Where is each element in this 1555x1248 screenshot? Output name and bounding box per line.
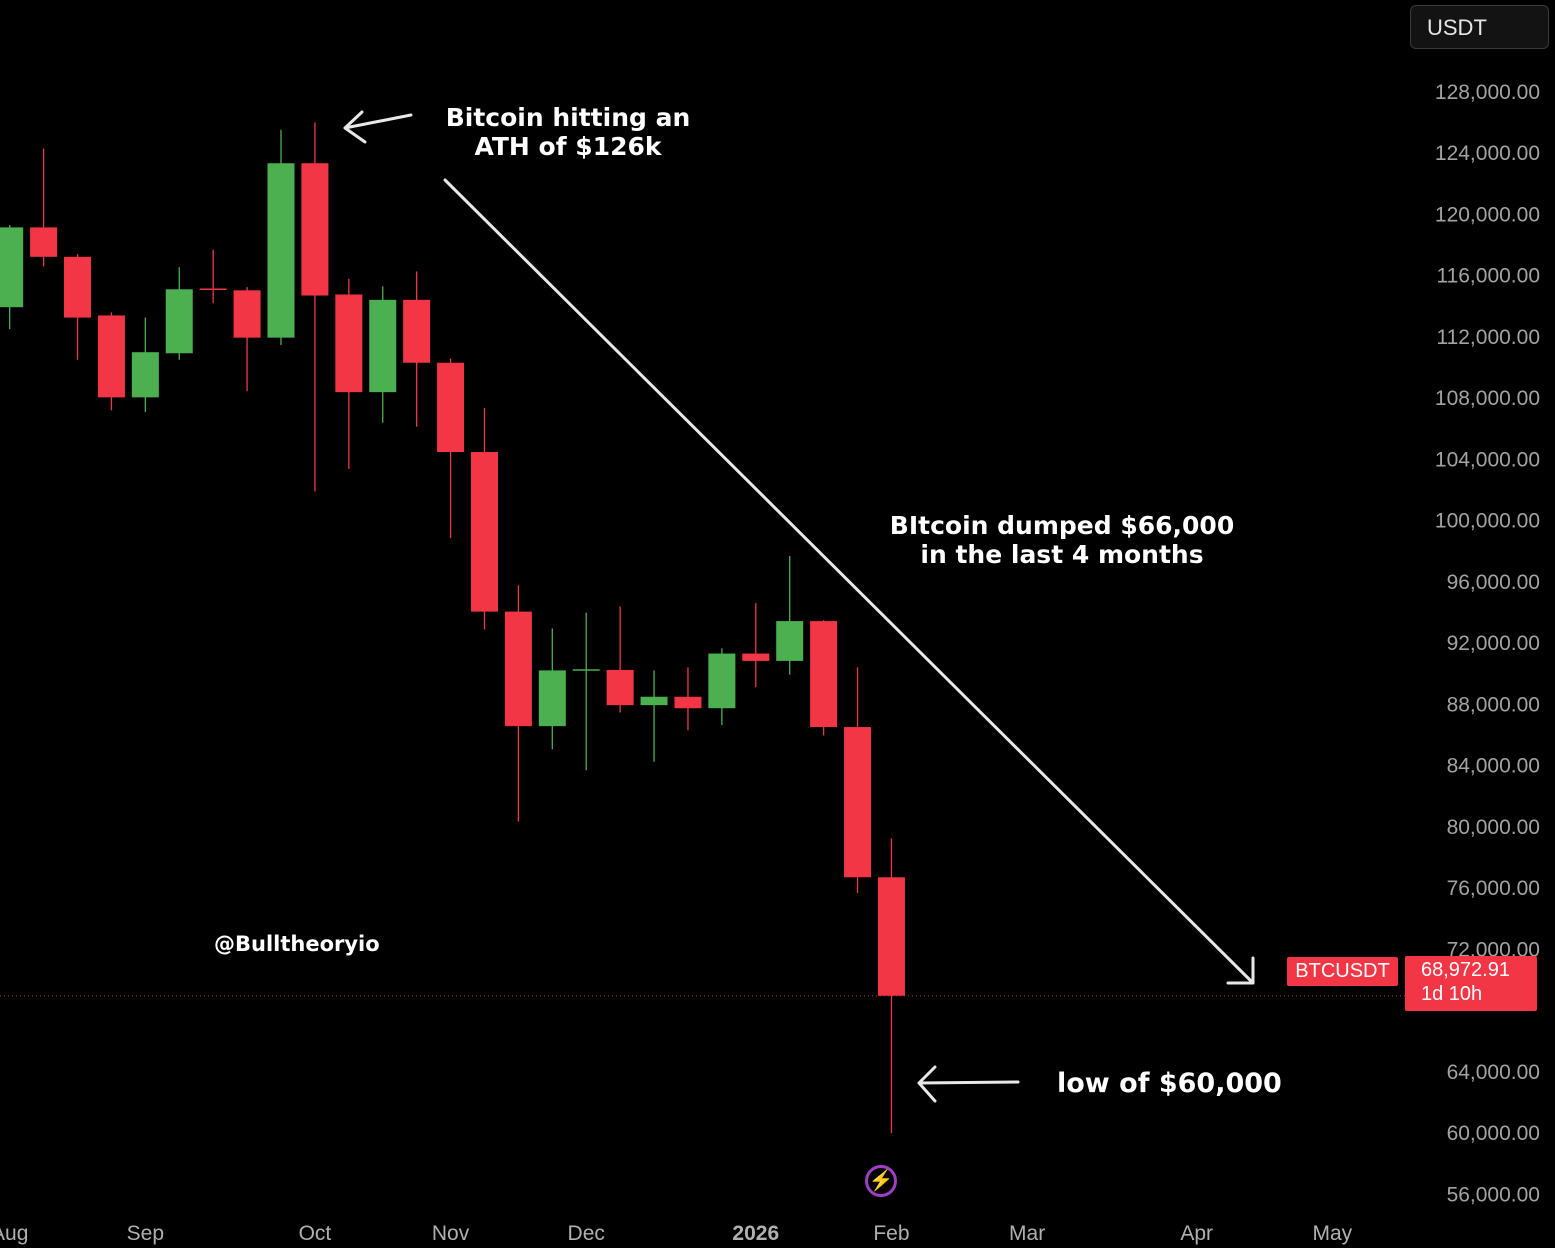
candle-body: [810, 621, 838, 728]
candle-body: [538, 670, 566, 727]
y-tick-label: 116,000.00: [1436, 265, 1540, 288]
candle: [64, 254, 92, 360]
x-tick-label: Nov: [432, 1222, 470, 1245]
bar-countdown: 1d 10h: [1421, 983, 1483, 1005]
candle: [844, 667, 872, 894]
candle: [0, 225, 24, 330]
candle-body: [674, 696, 702, 709]
y-tick-label: 76,000.00: [1447, 877, 1540, 900]
x-tick-label: May: [1312, 1222, 1352, 1245]
candle: [470, 407, 498, 630]
low-arrow: [917, 1065, 1020, 1103]
last-price: 68,972.91: [1421, 959, 1510, 981]
candle-body: [30, 227, 58, 257]
candle: [301, 122, 329, 492]
annotation-line: BItcoin dumped $66,000: [889, 511, 1235, 540]
y-tick-label: 108,000.00: [1435, 387, 1540, 410]
candle-body: [165, 289, 193, 354]
candle: [877, 838, 905, 1134]
candle-body: [335, 294, 363, 393]
candle: [267, 129, 295, 345]
candle: [572, 612, 600, 771]
candle: [335, 278, 363, 469]
candle-body: [708, 653, 736, 709]
candle-body: [233, 290, 261, 338]
y-tick-label: 80,000.00: [1447, 816, 1540, 839]
x-tick-label: Dec: [568, 1222, 605, 1245]
candle-body: [640, 696, 668, 706]
ath-arrow: [343, 110, 413, 144]
y-tick-label: 120,000.00: [1435, 203, 1540, 226]
candle: [437, 358, 465, 539]
candle-body: [844, 727, 872, 878]
candle-body: [0, 227, 24, 308]
candle: [776, 556, 804, 675]
x-tick-label: Aug: [0, 1222, 28, 1245]
candle-body: [403, 299, 431, 363]
watermark: @Bulltheoryio: [214, 932, 380, 956]
candle: [403, 271, 431, 427]
candle-body: [606, 669, 634, 706]
y-tick-label: 56,000.00: [1447, 1183, 1540, 1206]
candle: [708, 648, 736, 726]
y-tick-label: 92,000.00: [1447, 632, 1540, 655]
y-tick-label: 84,000.00: [1447, 755, 1540, 778]
candle-body: [301, 163, 329, 296]
candle: [30, 148, 58, 267]
candle: [97, 312, 125, 411]
candle: [369, 286, 397, 423]
candle-body: [437, 362, 465, 453]
candle: [199, 249, 227, 304]
lightning-bolt-icon[interactable]: ⚡: [865, 1165, 897, 1197]
candle: [742, 603, 770, 688]
annotation-line: in the last 4 months: [920, 540, 1204, 569]
candle: [640, 670, 668, 762]
candle: [606, 606, 634, 713]
y-tick-label: 96,000.00: [1447, 571, 1540, 594]
annotation-line: Bitcoin hitting an: [445, 103, 691, 132]
candle-body: [742, 653, 770, 661]
candle: [165, 267, 193, 360]
x-tick-label: Sep: [127, 1222, 164, 1245]
x-tick-label: Mar: [1009, 1222, 1045, 1245]
x-tick-label: 2026: [732, 1222, 779, 1245]
y-tick-label: 72,000.00: [1447, 938, 1540, 961]
candle-body: [504, 611, 532, 727]
candle-body: [131, 352, 159, 398]
candle-body: [776, 621, 804, 661]
currency-button[interactable]: USDT: [1410, 5, 1549, 49]
annotation-line: ATH of $126k: [474, 132, 662, 161]
candle: [131, 317, 159, 412]
candle: [674, 667, 702, 731]
y-tick-label: 60,000.00: [1447, 1122, 1540, 1145]
y-tick-label: 112,000.00: [1436, 326, 1540, 349]
candle-body: [267, 163, 295, 338]
ath-annotation: Bitcoin hitting an ATH of $126k: [438, 103, 698, 161]
candle-body: [97, 315, 125, 398]
candle: [233, 287, 261, 392]
trend-arrow: [443, 178, 1255, 985]
candle: [538, 628, 566, 750]
candle-body: [877, 877, 905, 996]
y-tick-label: 124,000.00: [1435, 142, 1540, 165]
dump-annotation: BItcoin dumped $66,000 in the last 4 mon…: [882, 511, 1242, 569]
y-tick-label: 128,000.00: [1435, 81, 1540, 104]
candle: [504, 585, 532, 822]
y-tick-label: 64,000.00: [1447, 1061, 1540, 1084]
y-tick-label: 100,000.00: [1435, 510, 1540, 533]
candle-body: [470, 452, 498, 612]
x-tick-label: Apr: [1180, 1222, 1213, 1245]
y-tick-label: 104,000.00: [1435, 448, 1540, 471]
symbol-label: BTCUSDT: [1287, 957, 1398, 986]
candle-body: [64, 256, 92, 318]
last-price-label: 68,972.91 1d 10h: [1405, 956, 1537, 1011]
low-annotation: low of $60,000: [1057, 1068, 1282, 1099]
x-tick-label: Feb: [873, 1222, 909, 1245]
x-tick-label: Oct: [299, 1222, 332, 1245]
y-tick-label: 88,000.00: [1447, 693, 1540, 716]
candle: [810, 620, 838, 736]
candle-body: [369, 299, 397, 393]
